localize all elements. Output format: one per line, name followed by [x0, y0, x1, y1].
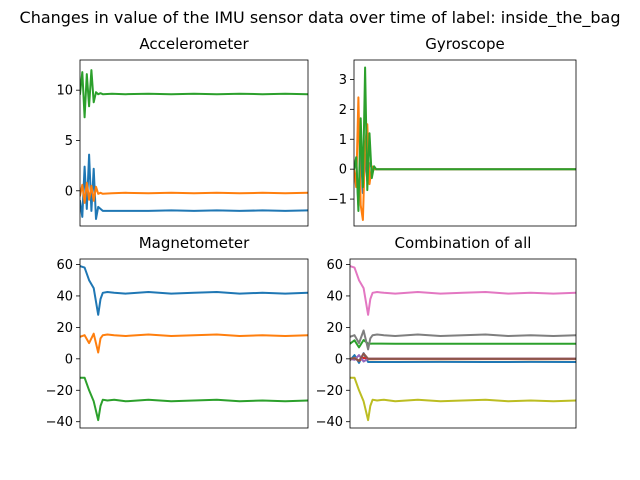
accelerometer-subplot: Accelerometer 0 5 10	[56, 35, 309, 227]
combination-series-group	[350, 265, 576, 422]
gyroscope-ytick-label-4: 3	[339, 73, 347, 88]
gyroscope-ytick-label-3: 2	[339, 103, 347, 118]
combination-title: Combination of all	[395, 234, 532, 252]
gyroscope-ytick-label-1: 0	[339, 163, 347, 178]
combination-ytick-label-4: 40	[326, 289, 343, 304]
gyroscope-ytick-label-2: 1	[339, 133, 347, 148]
accelerometer-series-line-2	[80, 69, 308, 119]
combination-series-line-2	[350, 339, 576, 349]
accelerometer-ytick-label-0: 0	[65, 184, 73, 199]
magnetometer-series-line-1	[80, 332, 308, 354]
accelerometer-ytick-label-2: 10	[56, 84, 73, 99]
magnetometer-subplot: Magnetometer −40 −20 0 20 40 60	[46, 234, 309, 430]
magnetometer-title: Magnetometer	[139, 234, 250, 252]
gyroscope-series-group	[354, 66, 576, 221]
combination-axes-frame	[349, 258, 577, 429]
magnetometer-ytick-label-0: −40	[46, 415, 73, 430]
combination-ytick-label-1: −20	[316, 384, 343, 399]
magnetometer-series-line-2	[80, 376, 308, 422]
combination-subplot: Combination of all −40 −20 0 20 40 60	[316, 234, 577, 430]
combination-ytick-label-5: 60	[326, 258, 343, 273]
combination-ytick-label-3: 20	[326, 321, 343, 336]
accelerometer-series-group	[80, 69, 308, 220]
magnetometer-ytick-label-3: 20	[56, 321, 73, 336]
gyroscope-ytick-label-0: −1	[328, 193, 347, 208]
combination-series-line-8	[350, 376, 576, 422]
accelerometer-title: Accelerometer	[139, 35, 249, 53]
subplots-group: Accelerometer 0 5 10 Gyroscope −1 0 1 2 3 Magnetom…	[46, 35, 577, 430]
magnetometer-ytick-label-1: −20	[46, 384, 73, 399]
magnetometer-ytick-label-5: 60	[56, 258, 73, 273]
magnetometer-series-group	[80, 265, 308, 422]
combination-series-line-7	[350, 329, 576, 351]
figure-suptitle: Changes in value of the IMU sensor data …	[20, 8, 621, 28]
accelerometer-axes-frame	[79, 59, 309, 227]
combination-ytick-label-2: 0	[335, 352, 343, 367]
gyroscope-axes-frame	[353, 59, 577, 227]
magnetometer-series-line-0	[80, 265, 308, 316]
gyroscope-series-line-2	[354, 66, 576, 212]
gyroscope-subplot: Gyroscope −1 0 1 2 3	[328, 35, 577, 227]
magnetometer-ytick-label-2: 0	[65, 352, 73, 367]
accelerometer-series-line-1	[80, 181, 308, 204]
combination-series-line-5	[350, 352, 576, 362]
combination-series-line-6	[350, 265, 576, 316]
magnetometer-ytick-label-4: 40	[56, 289, 73, 304]
combination-ytick-label-0: −40	[316, 415, 343, 430]
accelerometer-ytick-label-1: 5	[65, 134, 73, 149]
magnetometer-axes-frame	[79, 258, 309, 429]
gyroscope-title: Gyroscope	[425, 35, 505, 53]
